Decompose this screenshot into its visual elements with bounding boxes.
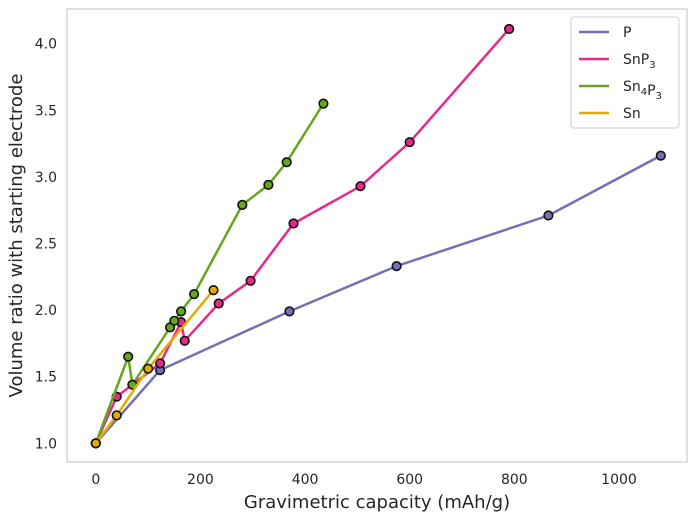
data-point-sn xyxy=(208,285,219,296)
x-tick-label: 1000 xyxy=(601,472,637,488)
data-point-sn xyxy=(143,363,154,374)
y-tick-label: 2.0 xyxy=(35,303,57,319)
y-tick-label: 4.0 xyxy=(35,37,57,53)
y-tick-label: 2.5 xyxy=(35,236,57,252)
legend-entry-sn: Sn xyxy=(579,106,641,122)
data-point-snp3 xyxy=(504,23,515,35)
series-p xyxy=(90,150,666,449)
x-tick-label: 0 xyxy=(91,472,100,488)
x-tick-label: 600 xyxy=(396,472,423,488)
x-tick-label: 400 xyxy=(292,472,319,488)
data-point-sn4p3 xyxy=(189,289,200,300)
y-axis-title: Volume ratio with starting electrode xyxy=(6,74,27,398)
data-point-sn4p3 xyxy=(263,179,274,190)
data-point-sn4p3 xyxy=(176,306,187,317)
data-point-sn4p3 xyxy=(169,315,180,326)
legend-entry-sn4p3: Sn4P3 xyxy=(579,79,662,102)
legend-entry-p: P xyxy=(579,25,631,41)
axis-layer: 0 200 400 600 800 1000 1.0 1.5 2.0 2.5 3.0 3.5 4.0 xyxy=(35,37,637,488)
data-point-sn4p3 xyxy=(237,199,248,210)
y-tick-label: 1.0 xyxy=(35,436,57,452)
data-point-snp3 xyxy=(179,335,190,346)
legend-label: SnP3 xyxy=(623,52,656,71)
legend-label: P xyxy=(623,25,631,41)
data-point-sn4p3 xyxy=(123,351,134,362)
legend-entry-snp3: SnP3 xyxy=(579,52,656,71)
legend: P SnP3 Sn4P3 Sn xyxy=(570,16,680,129)
x-axis-title: Gravimetric capacity (mAh/g) xyxy=(244,492,510,513)
x-tick-label: 200 xyxy=(187,472,214,488)
data-point-p xyxy=(655,150,666,161)
legend-box xyxy=(570,16,680,129)
series-line-sn xyxy=(94,289,215,445)
data-point-snp3 xyxy=(288,218,299,229)
data-point-p xyxy=(284,306,295,317)
data-point-snp3 xyxy=(404,137,415,148)
series-layer xyxy=(90,23,666,449)
y-tick-label: 1.5 xyxy=(35,370,57,386)
data-point-sn4p3 xyxy=(318,98,329,109)
data-point-p xyxy=(391,261,402,272)
x-tick-label: 800 xyxy=(501,472,528,488)
legend-label: Sn4P3 xyxy=(623,79,662,102)
data-point-sn xyxy=(111,410,122,421)
series-sn xyxy=(90,285,219,449)
data-point-snp3 xyxy=(355,181,366,192)
data-point-snp3 xyxy=(213,298,224,309)
series-line-p xyxy=(94,154,662,445)
data-point-snp3 xyxy=(155,358,166,369)
data-point-sn xyxy=(90,438,101,449)
data-point-p xyxy=(543,210,554,221)
y-tick-label: 3.5 xyxy=(35,103,57,119)
data-point-snp3 xyxy=(245,275,256,286)
data-point-sn4p3 xyxy=(281,157,292,168)
legend-label: Sn xyxy=(623,106,641,122)
y-tick-label: 3.0 xyxy=(35,170,57,186)
